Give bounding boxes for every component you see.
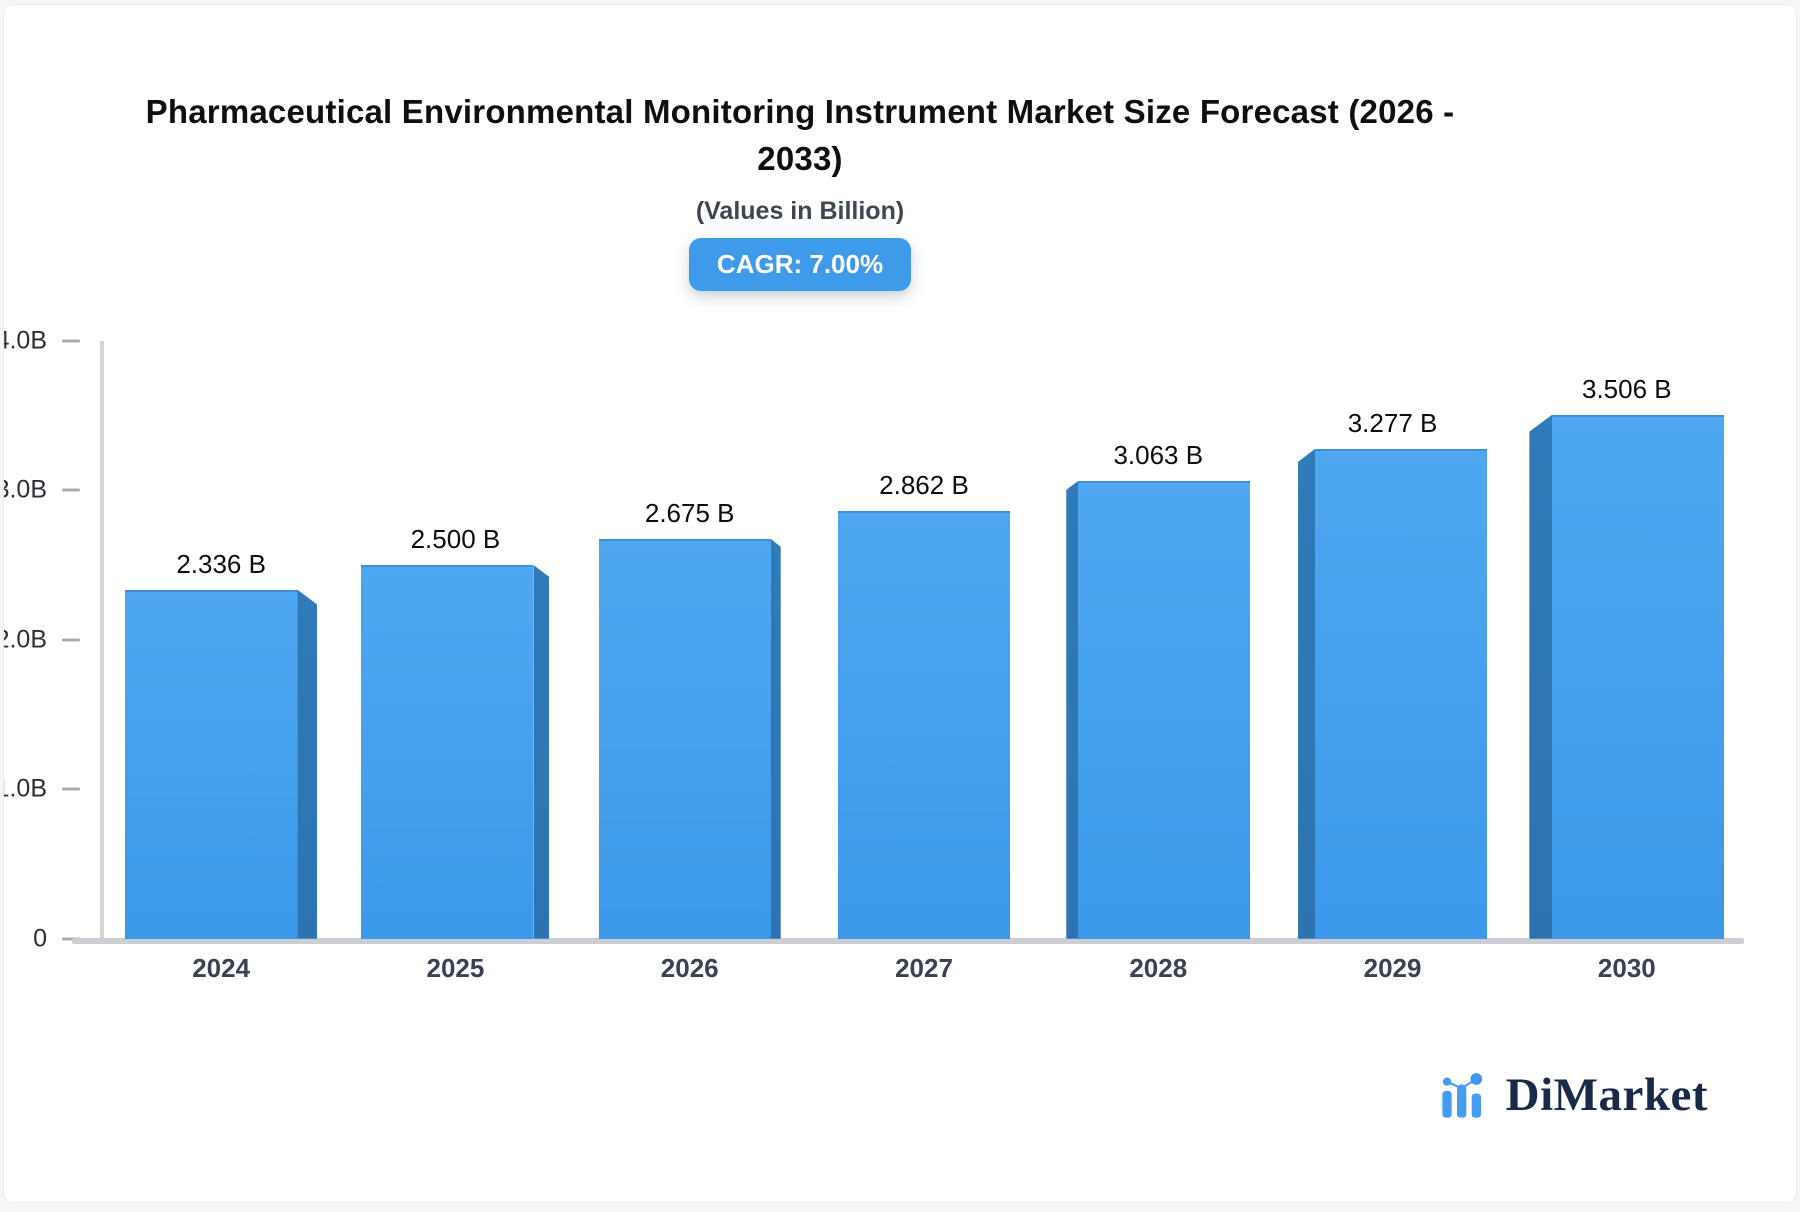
bar-chart: 4.0B3.0B2.0B1.0B0 2.336 B2.500 B2.675 B2… xyxy=(4,326,1796,984)
bar-face xyxy=(361,564,534,939)
x-axis-labels: 2024 2025 2026 2027 2028 2029 2030 xyxy=(104,953,1744,984)
cagr-badge: CAGR: 7.00% xyxy=(688,237,912,291)
bar-column-2025: 2.500 B xyxy=(338,341,572,939)
bar-side-face xyxy=(533,564,550,939)
bar-2028[interactable] xyxy=(1066,480,1251,939)
bar-side-face xyxy=(297,589,318,939)
bar-side-face xyxy=(1529,414,1553,939)
y-tick-label: 1.0B xyxy=(4,774,47,803)
chart-title: Pharmaceutical Environmental Monitoring … xyxy=(145,93,1455,177)
y-tick-mark xyxy=(62,937,80,941)
bars-row: 2.336 B 2.500 B 2.675 B 2.862 B 3.063 B 3.277… xyxy=(104,341,1744,939)
x-axis-label-2030: 2030 xyxy=(1597,952,1656,983)
bar-2029[interactable] xyxy=(1298,448,1488,939)
y-tick-mark xyxy=(62,488,80,492)
bar-side-face xyxy=(1298,448,1316,939)
y-axis-line xyxy=(100,340,104,939)
bar-face xyxy=(1315,448,1488,939)
bar-2030[interactable] xyxy=(1529,414,1725,939)
bar-face xyxy=(837,510,1010,939)
plot-area: 2.336 B 2.500 B 2.675 B 2.862 B 3.063 B 3.277… xyxy=(72,340,1744,944)
bar-2026[interactable] xyxy=(598,538,781,939)
bar-face xyxy=(598,538,771,939)
brand-footer: DiMarket xyxy=(4,1068,1796,1122)
y-tick: 1.0B xyxy=(4,774,100,804)
x-axis-label-2028: 2028 xyxy=(1129,952,1188,983)
y-tick: 0 xyxy=(33,924,100,953)
bar-face xyxy=(1078,480,1251,939)
x-axis-label-2029: 2029 xyxy=(1363,952,1422,983)
y-tick-label: 3.0B xyxy=(4,475,47,504)
y-tick-label: 0 xyxy=(33,924,47,953)
bar-column-2024: 2.336 B xyxy=(104,341,338,939)
bar-column-2027: 2.862 B xyxy=(807,341,1041,939)
bar-column-2028: 3.063 B xyxy=(1041,341,1275,939)
bar-side-face xyxy=(1066,480,1079,939)
bar-column-2026: 2.675 B xyxy=(573,341,807,939)
bar-column-2029: 3.277 B xyxy=(1275,341,1509,939)
brand-name: DiMarket xyxy=(1505,1068,1708,1121)
y-tick-mark xyxy=(62,638,80,642)
bar-line-chart-icon xyxy=(1441,1072,1482,1118)
bar-value-label: 2.675 B xyxy=(644,497,735,528)
bar-column-2030: 3.506 B xyxy=(1510,341,1744,939)
x-axis-label-2027: 2027 xyxy=(895,952,953,983)
bar-value-label: 3.506 B xyxy=(1582,373,1672,404)
chart-card: Pharmaceutical Environmental Monitoring … xyxy=(3,4,1797,1203)
bar-value-label: 3.063 B xyxy=(1113,439,1204,470)
y-tick: 2.0B xyxy=(4,625,100,654)
bar-value-label: 2.336 B xyxy=(176,548,266,579)
chart-subtitle: (Values in Billion) xyxy=(695,196,905,225)
bar-side-face xyxy=(770,538,781,939)
bar-value-label: 2.500 B xyxy=(410,523,501,554)
y-tick-label: 4.0B xyxy=(4,326,47,355)
y-tick-label: 2.0B xyxy=(4,625,47,654)
bar-2024[interactable] xyxy=(125,589,318,939)
chart-header: Pharmaceutical Environmental Monitoring … xyxy=(4,5,1796,291)
bar-value-label: 3.277 B xyxy=(1347,407,1438,438)
y-tick-mark xyxy=(62,339,80,343)
x-axis-label-2026: 2026 xyxy=(660,952,719,983)
x-axis-line xyxy=(72,937,1744,944)
bar-face xyxy=(125,589,298,939)
bar-2025[interactable] xyxy=(361,564,550,939)
bar-value-label: 2.862 B xyxy=(879,469,969,500)
y-tick: 4.0B xyxy=(4,326,100,355)
y-axis: 4.0B 3.0B 2.0B 1.0B 0 xyxy=(4,326,100,952)
bar-face xyxy=(1552,414,1725,939)
x-axis-label-2025: 2025 xyxy=(426,952,485,983)
bar-2027[interactable] xyxy=(837,510,1010,939)
y-tick: 3.0B xyxy=(4,475,100,505)
y-tick-mark xyxy=(62,787,80,791)
x-axis-label-2024: 2024 xyxy=(192,952,251,983)
